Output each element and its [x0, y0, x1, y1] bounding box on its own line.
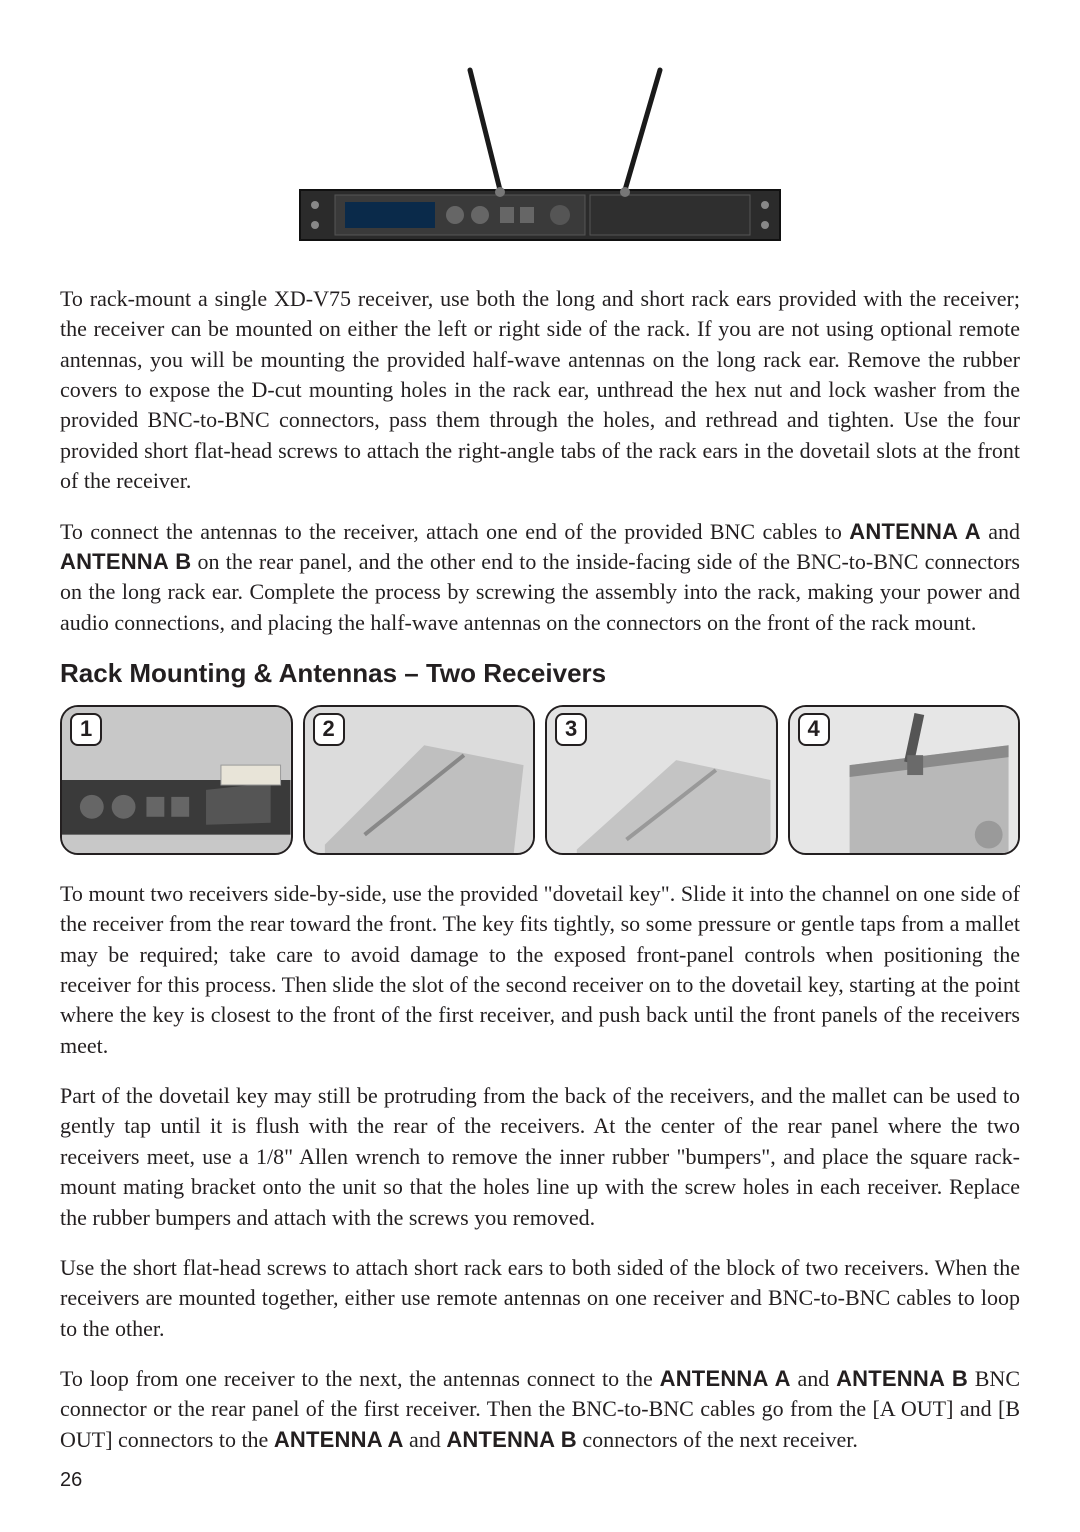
section-heading-two-receivers: Rack Mounting & Antennas – Two Receivers	[60, 658, 1020, 689]
paragraph-1: To rack-mount a single XD-V75 receiver, …	[60, 284, 1020, 497]
p6-antenna-b: ANTENNA B	[836, 1366, 968, 1391]
p2-text-b: and	[981, 519, 1020, 544]
step-panel-1: 1	[60, 705, 293, 855]
receiver-illustration	[280, 60, 800, 260]
paragraph-6: To loop from one receiver to the next, t…	[60, 1364, 1020, 1455]
antenna-a-label: ANTENNA A	[849, 519, 981, 544]
steps-row: 1 2 3 4	[60, 705, 1020, 855]
step-panel-2: 2	[303, 705, 536, 855]
step-panel-4: 4	[788, 705, 1021, 855]
p6-text-b: and	[791, 1366, 836, 1391]
antenna-b-label: ANTENNA B	[60, 549, 191, 574]
paragraph-4: Part of the dovetail key may still be pr…	[60, 1081, 1020, 1233]
p6-antenna-a2: ANTENNA A	[274, 1427, 404, 1452]
p6-text-e: connectors of the next receiver.	[577, 1427, 858, 1452]
p6-text-a: To loop from one receiver to the next, t…	[60, 1366, 660, 1391]
p2-text-c: on the rear panel, and the other end to …	[60, 549, 1020, 635]
page-number: 26	[60, 1469, 82, 1492]
p6-antenna-b2: ANTENNA B	[446, 1427, 577, 1452]
step-panel-3: 3	[545, 705, 778, 855]
paragraph-3: To mount two receivers side-by-side, use…	[60, 879, 1020, 1061]
step-number-2: 2	[313, 713, 345, 746]
paragraph-5: Use the short flat-head screws to attach…	[60, 1253, 1020, 1344]
step-number-4: 4	[798, 713, 830, 746]
step-number-3: 3	[555, 713, 587, 746]
paragraph-2: To connect the antennas to the receiver,…	[60, 517, 1020, 638]
p6-text-d: and	[404, 1427, 447, 1452]
step-number-1: 1	[70, 713, 102, 746]
p6-antenna-a: ANTENNA A	[660, 1366, 791, 1391]
p2-text-a: To connect the antennas to the receiver,…	[60, 519, 849, 544]
top-product-figure	[60, 60, 1020, 260]
